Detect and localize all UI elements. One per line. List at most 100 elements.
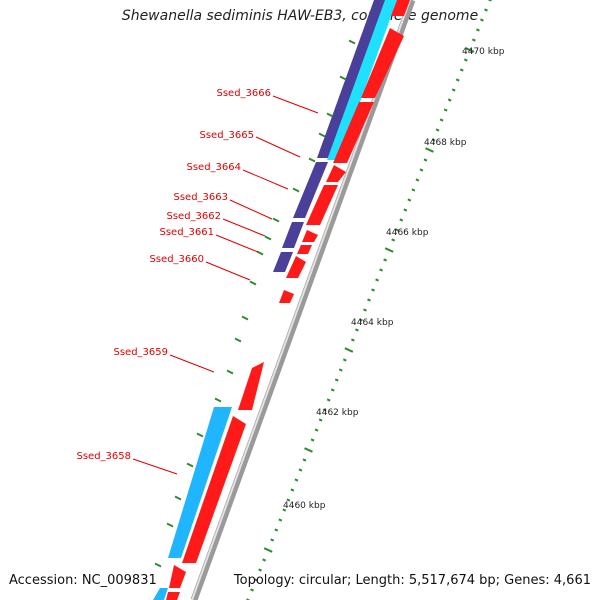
forward-cds [279, 290, 294, 303]
minor-tick [395, 228, 400, 232]
scale-label: 4468 kbp [424, 138, 467, 148]
reverse-cds [168, 407, 232, 558]
gene-marker [292, 187, 300, 193]
forward-cds [166, 592, 180, 600]
minor-tick [262, 558, 267, 562]
forward-cds [238, 362, 264, 410]
forward-cds [297, 245, 312, 254]
gene-labels: Ssed_3666 Ssed_3665 Ssed_3664 Ssed_3663 … [76, 88, 271, 462]
forward-cds [361, 28, 404, 98]
major-tick [263, 547, 273, 553]
gene-marker [174, 495, 182, 501]
minor-tick [480, 18, 484, 22]
genome-stats-text: Topology: circular; Length: 5,517,674 bp… [233, 573, 591, 588]
minor-tick [375, 278, 379, 282]
leader-line [169, 354, 215, 373]
gene-marker [214, 397, 222, 403]
forward-cds [333, 102, 374, 163]
scale-label: 4462 kbp [316, 408, 359, 418]
minor-tick [338, 368, 343, 372]
minor-tick [399, 218, 404, 222]
leader-lines [132, 95, 319, 475]
minor-tick [431, 138, 436, 142]
minor-tick [278, 518, 283, 522]
major-tick [344, 347, 354, 353]
gene-marker [339, 75, 347, 81]
scale-label: 4466 kbp [386, 228, 429, 238]
gene-marker [226, 369, 234, 375]
gene-label: Ssed_3664 [186, 162, 241, 173]
forward-cds [286, 256, 306, 278]
cog-block [293, 162, 328, 218]
leader-line [255, 136, 301, 158]
forward-cds [169, 565, 186, 588]
minor-tick [270, 538, 275, 542]
scale-labels: 4470 kbp 4468 kbp 4466 kbp 4464 kbp 4462… [283, 47, 505, 511]
cog-block [282, 222, 304, 248]
minor-tick [274, 528, 279, 532]
minor-tick [459, 68, 464, 72]
cog-track [273, 0, 386, 272]
gene-marker [348, 39, 356, 45]
leader-line [242, 169, 289, 190]
gene-marker [154, 562, 162, 568]
major-tick [384, 247, 394, 253]
minor-tick [475, 28, 480, 32]
leader-line [222, 218, 266, 237]
gene-marker [196, 432, 204, 438]
major-tick [304, 447, 313, 453]
gene-label: Ssed_3662 [166, 211, 221, 222]
scale-label: 4470 kbp [462, 47, 505, 57]
gene-marker [264, 235, 272, 241]
minor-tick [403, 208, 408, 212]
minor-tick [302, 458, 307, 462]
minor-tick [250, 588, 254, 592]
leader-line [205, 261, 251, 281]
minor-tick [298, 468, 303, 472]
gene-marker [326, 112, 334, 118]
minor-tick [415, 178, 420, 182]
minor-tick [354, 328, 359, 332]
minor-tick [359, 318, 363, 322]
gene-marker [272, 217, 280, 223]
cog-block [273, 252, 293, 272]
minor-tick [407, 198, 412, 202]
gene-marker [241, 315, 249, 321]
minor-tick [282, 508, 287, 512]
scale-label: 4460 kbp [283, 501, 326, 511]
minor-tick [451, 88, 456, 92]
accession-text: Accession: NC_009831 [9, 573, 157, 588]
gene-label: Ssed_3658 [76, 451, 131, 462]
gene-label: Ssed_3659 [113, 347, 168, 358]
gene-markers [154, 39, 356, 568]
minor-tick [379, 268, 384, 272]
forward-cds [182, 416, 246, 563]
minor-tick [326, 398, 331, 402]
reverse-cds [153, 588, 168, 600]
leader-line [132, 458, 178, 475]
minor-tick [330, 388, 335, 392]
minor-tick [439, 118, 444, 122]
gene-marker [186, 462, 194, 468]
reverse-cds-track [153, 0, 397, 600]
minor-tick [371, 288, 375, 292]
minor-tick [290, 488, 295, 492]
gene-marker [318, 132, 326, 138]
major-tick [425, 147, 434, 153]
minor-tick [367, 298, 371, 302]
forward-cds [391, 0, 410, 16]
gene-label: Ssed_3660 [149, 254, 204, 265]
minor-tick [314, 428, 319, 432]
minor-tick [391, 238, 396, 242]
minor-tick [447, 98, 452, 102]
cog-block [317, 0, 386, 158]
leader-line [215, 234, 259, 253]
minor-tick [322, 408, 327, 412]
minor-tick [254, 578, 258, 582]
gene-label: Ssed_3666 [216, 88, 271, 99]
scale-label: 4464 kbp [351, 318, 394, 328]
major-tick [465, 47, 475, 53]
gene-marker [249, 280, 257, 286]
forward-cds [302, 230, 318, 242]
